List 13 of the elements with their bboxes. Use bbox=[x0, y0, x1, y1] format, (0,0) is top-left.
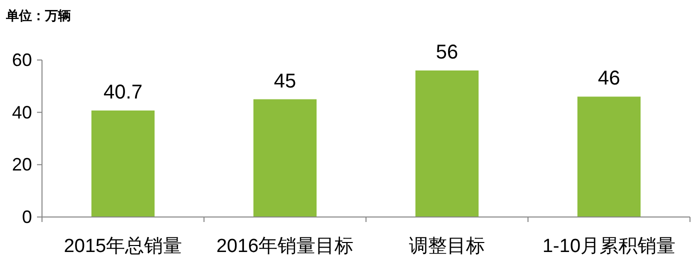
text: 单位：万辆 bbox=[5, 8, 71, 23]
y-tick-label: 60 bbox=[12, 50, 32, 70]
x-tick-label: 2016年销量目标 bbox=[216, 236, 354, 257]
x-tick-label: 调整目标 bbox=[409, 236, 485, 257]
data-label: 46 bbox=[598, 68, 620, 90]
data-label: 40.7 bbox=[104, 82, 142, 104]
data-label: 45 bbox=[274, 70, 296, 92]
x-tick-label: 1-10月累积销量 bbox=[542, 236, 676, 257]
y-tick-label: 20 bbox=[12, 154, 32, 175]
y-tick-label: 40 bbox=[12, 102, 32, 122]
y-tick-label: 0 bbox=[22, 207, 32, 227]
data-label: 56 bbox=[436, 41, 458, 64]
x-tick-label: 2015年总销量 bbox=[64, 236, 182, 257]
